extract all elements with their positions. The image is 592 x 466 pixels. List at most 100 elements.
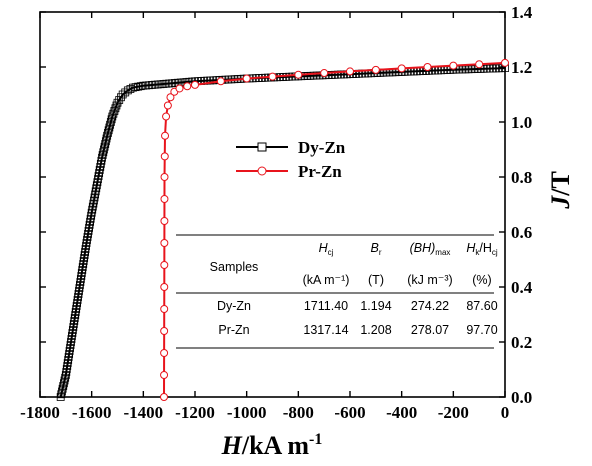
data-point-dy-zn: [107, 115, 116, 124]
data-point-dy-zn: [76, 281, 84, 289]
data-point-dy-zn: [58, 387, 66, 396]
data-point-dy-zn: [71, 308, 80, 316]
data-point-dy-zn: [111, 104, 120, 113]
y-tick-label: 1.4: [511, 3, 533, 22]
data-point-dy-zn: [81, 245, 90, 253]
data-point-dy-zn: [82, 242, 90, 250]
data-point-dy-zn: [104, 129, 112, 137]
series-line-pr-zn: [163, 61, 506, 398]
data-point-pr-zn: [183, 82, 192, 91]
data-point-dy-zn: [83, 233, 92, 241]
data-point-dy-zn: [69, 320, 78, 328]
data-point-dy-zn: [81, 248, 89, 256]
data-point-pr-zn: [166, 93, 175, 102]
table-header-samples: Samples: [210, 260, 259, 274]
data-point-dy-zn: [70, 317, 79, 325]
legend-label-dy-zn: Dy-Zn: [298, 138, 346, 157]
data-point-pr-zn: [160, 195, 169, 203]
data-point-dy-zn: [56, 393, 65, 401]
data-point-dy-zn: [60, 376, 69, 385]
data-point-dy-zn: [112, 101, 121, 110]
data-point-pr-zn: [294, 70, 303, 79]
data-point-pr-zn: [160, 239, 169, 247]
data-point-dy-zn: [62, 368, 71, 376]
data-point-pr-zn: [346, 67, 354, 76]
x-tick-label: -1600: [72, 403, 112, 422]
data-point-dy-zn: [84, 230, 92, 238]
data-point-dy-zn: [118, 90, 127, 99]
data-point-pr-zn: [216, 77, 225, 86]
data-point-dy-zn: [91, 187, 100, 196]
table-cell: 1.208: [360, 323, 391, 337]
data-point-pr-zn: [160, 327, 169, 335]
table-header-bhmax: (BH)max: [410, 241, 451, 257]
data-point-dy-zn: [95, 169, 104, 177]
data-point-pr-zn: [449, 61, 458, 70]
y-axis-title: J/T: [546, 171, 575, 210]
data-point-dy-zn: [98, 151, 107, 159]
data-point-dy-zn: [69, 323, 78, 331]
table-unit-hcj: (kA m⁻¹): [303, 273, 350, 287]
data-point-dy-zn: [79, 260, 88, 268]
y-tick-label: 0.8: [511, 168, 532, 187]
data-point-dy-zn: [85, 220, 94, 229]
data-point-dy-zn: [68, 326, 77, 334]
y-tick-label: 0.2: [511, 333, 532, 352]
table-cell: 278.07: [411, 323, 449, 337]
data-point-dy-zn: [89, 199, 98, 208]
data-point-dy-zn: [64, 353, 73, 361]
table-cell: Pr-Zn: [218, 323, 249, 337]
data-point-dy-zn: [96, 163, 105, 171]
data-point-dy-zn: [67, 335, 76, 343]
y-tick-label: 1.2: [511, 58, 532, 77]
data-point-dy-zn: [106, 120, 115, 129]
data-point-dy-zn: [78, 263, 87, 271]
data-point-pr-zn: [160, 305, 169, 313]
data-point-dy-zn: [73, 299, 82, 307]
y-tick-label: 0.6: [511, 223, 532, 242]
data-point-dy-zn: [79, 257, 88, 265]
data-point-dy-zn: [70, 314, 79, 322]
data-point-dy-zn: [94, 172, 103, 180]
data-point-dy-zn: [76, 275, 85, 283]
data-point-dy-zn: [84, 226, 93, 235]
data-point-dy-zn: [58, 384, 67, 393]
data-point-pr-zn: [371, 65, 380, 74]
data-point-pr-zn: [320, 69, 329, 78]
x-tick-label: -1400: [123, 403, 163, 422]
data-point-dy-zn: [126, 85, 135, 93]
data-point-dy-zn: [87, 211, 96, 220]
data-point-pr-zn: [501, 58, 509, 67]
data-point-dy-zn: [61, 371, 70, 379]
table-cell: 1317.14: [303, 323, 348, 337]
properties-table: Samples Hcj Br (BH)max Hk/Hcj (kA m⁻¹) (…: [176, 234, 498, 349]
data-point-dy-zn: [87, 208, 96, 217]
data-point-dy-zn: [63, 359, 72, 367]
data-point-dy-zn: [62, 365, 71, 373]
table-header-hk-hcj: Hk/Hcj: [466, 241, 498, 257]
data-point-pr-zn: [397, 64, 406, 73]
data-point-dy-zn: [110, 107, 119, 115]
data-point-dy-zn: [103, 131, 112, 140]
data-point-dy-zn: [106, 118, 115, 126]
data-point-dy-zn: [68, 329, 77, 337]
data-point-dy-zn: [95, 166, 104, 174]
data-point-dy-zn: [105, 123, 114, 132]
table-cell: 1711.40: [304, 299, 348, 313]
x-tick-label: -1800: [20, 403, 60, 422]
data-point-pr-zn: [160, 173, 169, 181]
data-point-pr-zn: [475, 60, 484, 69]
data-point-dy-zn: [90, 196, 98, 205]
series-layer: [56, 58, 509, 401]
legend-label-pr-zn: Pr-Zn: [298, 162, 342, 181]
data-point-pr-zn: [160, 152, 169, 161]
data-point-dy-zn: [109, 109, 118, 118]
data-point-dy-zn: [129, 83, 137, 92]
y-tick-label: 0.0: [511, 388, 532, 407]
data-point-dy-zn: [86, 214, 95, 223]
data-point-dy-zn: [131, 83, 140, 92]
data-point-dy-zn: [80, 251, 89, 259]
x-tick-label: -1200: [175, 403, 215, 422]
x-tick-label: 0: [501, 403, 510, 422]
data-point-pr-zn: [191, 80, 199, 89]
